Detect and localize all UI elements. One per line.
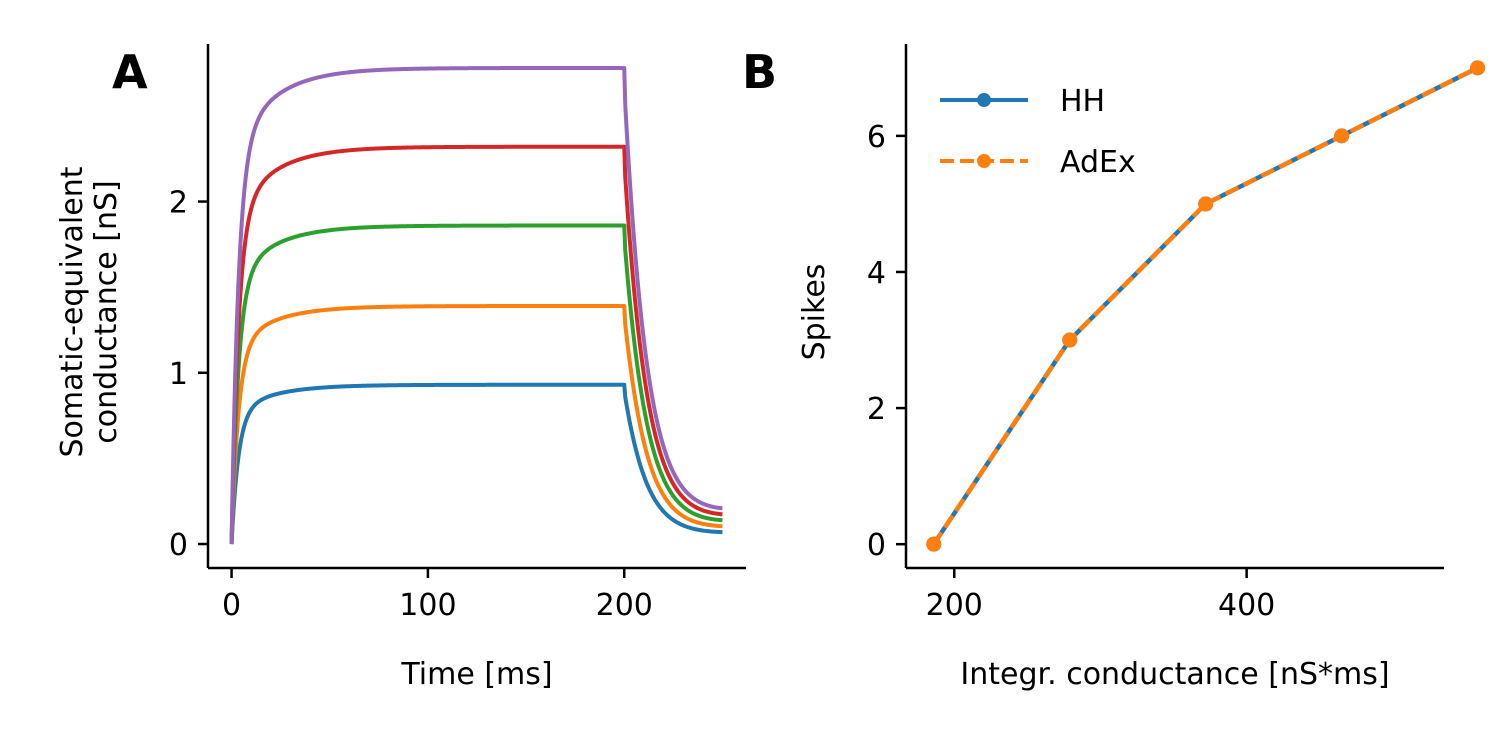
panel-a-series-1-line <box>229 382 724 545</box>
panel-b-adex-point <box>1062 332 1078 348</box>
panel-a-x-tick-label: 100 <box>399 588 456 623</box>
panel-b-series-hh-line <box>931 65 1479 546</box>
panel-a-y-axis-label: Somatic-equivalent conductance [nS] <box>55 166 124 457</box>
panel-b-x-tick-label: 200 <box>926 588 983 623</box>
panel-a-curves <box>229 65 724 545</box>
panel-a-y-tick-label: 0 <box>169 528 188 563</box>
panel-letter-b: B <box>742 45 777 99</box>
panel-a-x-tick-label: 200 <box>596 588 653 623</box>
panel-b-curves <box>926 60 1486 552</box>
panel-b-y-tick-label: 0 <box>867 528 886 563</box>
panel-b-adex-point <box>926 536 942 552</box>
panel-a-y-tick-label: 1 <box>169 357 188 392</box>
panel-b-legend: HH AdEx <box>940 84 1136 180</box>
panel-b-y-tick-label: 4 <box>867 256 886 291</box>
panel-b-adex-point <box>1470 60 1486 76</box>
panel-a: A 0 100 200 0 1 2 Time [ms] Somatic-equivalen… <box>55 44 746 692</box>
panel-b-x-axis-label: Integr. conductance [nS*ms] <box>960 657 1389 692</box>
panel-b-adex-point <box>1198 196 1214 212</box>
panel-b-adex-point <box>1334 128 1350 144</box>
panel-a-series-4-line <box>229 144 724 545</box>
panel-letter-a: A <box>112 45 148 99</box>
legend-marker-hh <box>977 93 991 107</box>
panel-a-y-axis-label-line-2: conductance [nS] <box>89 180 124 444</box>
panel-b-y-tick-label: 6 <box>867 120 886 155</box>
panel-b: B 200 400 0 2 4 6 Integr. conductance [nS*ms]… <box>742 44 1486 692</box>
panel-b-series-adex-line <box>931 65 1479 546</box>
legend-marker-adex <box>977 154 991 168</box>
panel-b-x-tick-label: 400 <box>1218 588 1275 623</box>
panel-a-series-5-line <box>229 65 724 545</box>
legend-label-adex: AdEx <box>1060 145 1136 180</box>
panel-a-y-axis-label-line-1: Somatic-equivalent <box>55 166 90 457</box>
panel-b-axes: 200 400 0 2 4 6 <box>867 44 1444 623</box>
panel-b-y-tick-label: 2 <box>867 392 886 427</box>
legend-entry-hh: HH <box>940 84 1105 119</box>
panel-a-x-tick-label: 0 <box>222 588 241 623</box>
panel-b-y-axis-label: Spikes <box>797 264 832 361</box>
legend-label-hh: HH <box>1060 84 1105 119</box>
panel-a-axes: 0 100 200 0 1 2 <box>169 44 746 623</box>
panel-a-y-tick-label: 2 <box>169 186 188 221</box>
panel-a-series-3-line <box>229 223 724 545</box>
panel-a-x-axis-label: Time [ms] <box>400 657 552 692</box>
panel-a-series-2-line <box>229 304 724 545</box>
legend-entry-adex: AdEx <box>940 145 1136 180</box>
